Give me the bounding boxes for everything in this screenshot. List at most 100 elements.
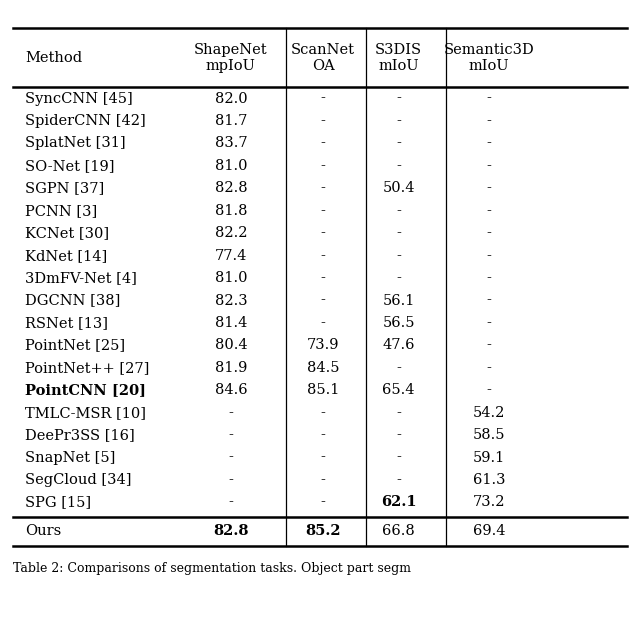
Text: -: - bbox=[396, 226, 401, 240]
Text: RSNet [13]: RSNet [13] bbox=[25, 316, 108, 330]
Text: 84.6: 84.6 bbox=[214, 384, 247, 398]
Text: -: - bbox=[486, 137, 492, 151]
Text: PointNet++ [27]: PointNet++ [27] bbox=[25, 361, 150, 375]
Text: SPG [15]: SPG [15] bbox=[25, 495, 92, 509]
Text: 73.9: 73.9 bbox=[307, 338, 339, 352]
Text: -: - bbox=[396, 204, 401, 218]
Text: -: - bbox=[321, 249, 326, 263]
Text: -: - bbox=[396, 249, 401, 263]
Text: 82.3: 82.3 bbox=[214, 294, 247, 308]
Text: 47.6: 47.6 bbox=[382, 338, 415, 352]
Text: -: - bbox=[486, 181, 492, 195]
Text: -: - bbox=[486, 204, 492, 218]
Text: 85.2: 85.2 bbox=[305, 525, 341, 539]
Text: -: - bbox=[396, 159, 401, 173]
Text: -: - bbox=[228, 495, 234, 509]
Text: -: - bbox=[321, 428, 326, 442]
Text: -: - bbox=[486, 159, 492, 173]
Text: Ours: Ours bbox=[25, 525, 61, 539]
Text: DGCNN [38]: DGCNN [38] bbox=[25, 294, 120, 308]
Text: 54.2: 54.2 bbox=[473, 406, 505, 420]
Text: 3DmFV-Net [4]: 3DmFV-Net [4] bbox=[25, 271, 137, 285]
Text: -: - bbox=[228, 473, 234, 487]
Text: -: - bbox=[486, 271, 492, 285]
Text: -: - bbox=[321, 473, 326, 487]
Text: SplatNet [31]: SplatNet [31] bbox=[25, 137, 125, 151]
Text: 69.4: 69.4 bbox=[473, 525, 505, 539]
Text: SegCloud [34]: SegCloud [34] bbox=[25, 473, 132, 487]
Text: -: - bbox=[321, 495, 326, 509]
Text: -: - bbox=[321, 114, 326, 128]
Text: -: - bbox=[486, 249, 492, 263]
Text: Table 2: Comparisons of segmentation tasks. Object part segm: Table 2: Comparisons of segmentation tas… bbox=[13, 562, 411, 574]
Text: ScanNet
OA: ScanNet OA bbox=[291, 43, 355, 73]
Text: -: - bbox=[396, 114, 401, 128]
Text: -: - bbox=[396, 406, 401, 420]
Text: -: - bbox=[321, 271, 326, 285]
Text: -: - bbox=[396, 451, 401, 465]
Text: -: - bbox=[396, 473, 401, 487]
Text: -: - bbox=[486, 316, 492, 330]
Text: 82.8: 82.8 bbox=[213, 525, 249, 539]
Text: 73.2: 73.2 bbox=[473, 495, 505, 509]
Text: 66.8: 66.8 bbox=[382, 525, 415, 539]
Text: -: - bbox=[321, 451, 326, 465]
Text: 81.0: 81.0 bbox=[214, 271, 247, 285]
Text: -: - bbox=[396, 137, 401, 151]
Text: -: - bbox=[321, 406, 326, 420]
Text: -: - bbox=[486, 294, 492, 308]
Text: -: - bbox=[228, 428, 234, 442]
Text: 59.1: 59.1 bbox=[473, 451, 505, 465]
Text: 82.0: 82.0 bbox=[214, 92, 247, 106]
Text: 65.4: 65.4 bbox=[382, 384, 415, 398]
Text: -: - bbox=[486, 361, 492, 375]
Text: -: - bbox=[486, 338, 492, 352]
Text: -: - bbox=[321, 316, 326, 330]
Text: SGPN [37]: SGPN [37] bbox=[25, 181, 104, 195]
Text: TMLC-MSR [10]: TMLC-MSR [10] bbox=[25, 406, 146, 420]
Text: 81.7: 81.7 bbox=[215, 114, 247, 128]
Text: PointCNN [20]: PointCNN [20] bbox=[25, 384, 146, 398]
Text: SpiderCNN [42]: SpiderCNN [42] bbox=[25, 114, 146, 128]
Text: Method: Method bbox=[25, 51, 82, 65]
Text: -: - bbox=[486, 384, 492, 398]
Text: -: - bbox=[321, 204, 326, 218]
Text: 84.5: 84.5 bbox=[307, 361, 339, 375]
Text: 56.5: 56.5 bbox=[382, 316, 415, 330]
Text: 50.4: 50.4 bbox=[382, 181, 415, 195]
Text: -: - bbox=[321, 226, 326, 240]
Text: 81.4: 81.4 bbox=[215, 316, 247, 330]
Text: -: - bbox=[321, 159, 326, 173]
Text: 82.2: 82.2 bbox=[214, 226, 247, 240]
Text: -: - bbox=[321, 137, 326, 151]
Text: SO-Net [19]: SO-Net [19] bbox=[25, 159, 115, 173]
Text: 77.4: 77.4 bbox=[215, 249, 247, 263]
Text: 80.4: 80.4 bbox=[214, 338, 247, 352]
Text: -: - bbox=[228, 406, 234, 420]
Text: ShapeNet
mpIoU: ShapeNet mpIoU bbox=[194, 43, 268, 73]
Text: 83.7: 83.7 bbox=[214, 137, 247, 151]
Text: 81.0: 81.0 bbox=[214, 159, 247, 173]
Text: 85.1: 85.1 bbox=[307, 384, 339, 398]
Text: S3DIS
mIoU: S3DIS mIoU bbox=[375, 43, 422, 73]
Text: SyncCNN [45]: SyncCNN [45] bbox=[25, 92, 133, 106]
Text: -: - bbox=[396, 428, 401, 442]
Text: -: - bbox=[396, 92, 401, 106]
Text: 82.8: 82.8 bbox=[214, 181, 247, 195]
Text: 81.9: 81.9 bbox=[215, 361, 247, 375]
Text: -: - bbox=[486, 226, 492, 240]
Text: KdNet [14]: KdNet [14] bbox=[25, 249, 108, 263]
Text: -: - bbox=[321, 92, 326, 106]
Text: -: - bbox=[321, 181, 326, 195]
Text: PointNet [25]: PointNet [25] bbox=[25, 338, 125, 352]
Text: 58.5: 58.5 bbox=[473, 428, 505, 442]
Text: 56.1: 56.1 bbox=[383, 294, 415, 308]
Text: 61.3: 61.3 bbox=[473, 473, 505, 487]
Text: -: - bbox=[486, 92, 492, 106]
Text: -: - bbox=[321, 294, 326, 308]
Text: -: - bbox=[486, 114, 492, 128]
Text: -: - bbox=[396, 271, 401, 285]
Text: Semantic3D
mIoU: Semantic3D mIoU bbox=[444, 43, 534, 73]
Text: DeePr3SS [16]: DeePr3SS [16] bbox=[25, 428, 135, 442]
Text: SnapNet [5]: SnapNet [5] bbox=[25, 451, 115, 465]
